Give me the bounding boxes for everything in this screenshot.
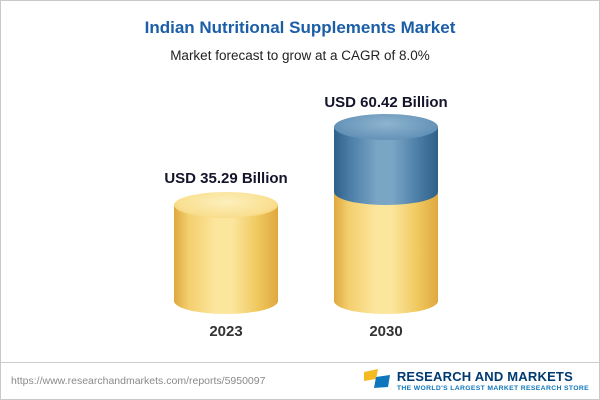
value-label-2030: USD 60.42 Billion [324,94,448,111]
flag-icon [363,369,390,388]
chart-subtitle: Market forecast to grow at a CAGR of 8.0… [170,48,430,63]
logo: RESEARCH AND MARKETS THE WORLD'S LARGEST… [363,369,589,393]
bar-2030-growth-segment [334,113,438,205]
footer: https://www.researchandmarkets.com/repor… [1,362,599,399]
value-label-2023: USD 35.29 Billion [164,170,288,187]
logo-tagline: THE WORLD'S LARGEST MARKET RESEARCH STOR… [396,384,589,392]
chart-title: Indian Nutritional Supplements Market [144,18,456,37]
bar-2023-body [174,204,278,314]
source-url: https://www.researchandmarkets.com/repor… [11,375,266,387]
logo-name: RESEARCH AND MARKETS [396,368,573,384]
bar-2023 [174,191,278,314]
bar-2030-top-cap [334,113,438,140]
logo-text: RESEARCH AND MARKETS THE WORLD'S LARGEST… [396,368,589,393]
x-label-2030: 2030 [369,323,403,340]
x-label-2023: 2023 [209,323,243,340]
bar-2023-top-cap [174,191,278,218]
bar-2030 [334,113,438,314]
bar-2030-base-segment [334,192,438,314]
